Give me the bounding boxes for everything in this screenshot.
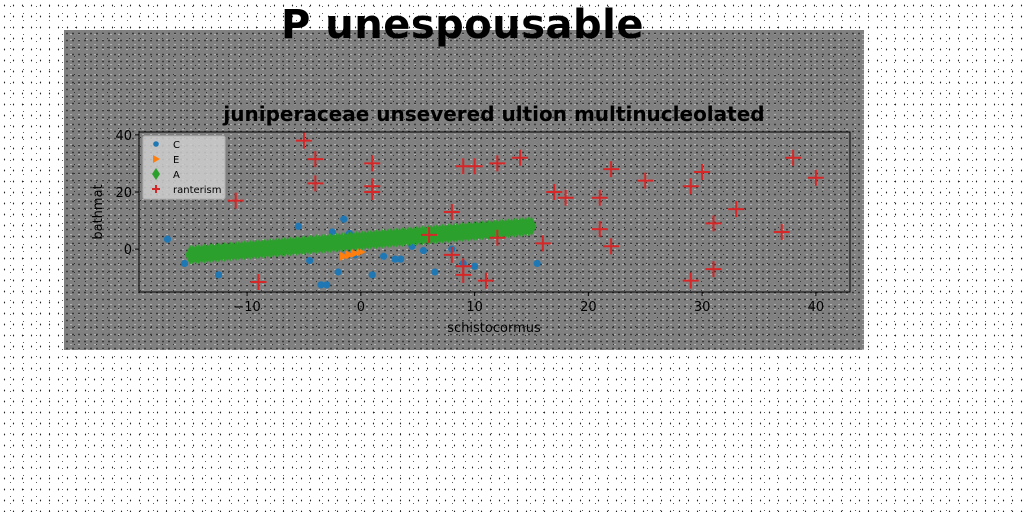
data-point-e	[345, 250, 355, 260]
data-point-c	[334, 268, 342, 276]
data-point-c	[391, 255, 399, 263]
data-point-a	[526, 216, 537, 237]
series-c	[163, 215, 541, 289]
data-point-ranterism	[546, 184, 563, 200]
data-point-c	[294, 222, 302, 230]
data-point-ranterism	[364, 155, 381, 172]
y-axis-label: bathmat	[91, 184, 106, 239]
legend-marker-a	[152, 168, 160, 180]
chart-title: juniperaceae unsevered ultion multinucle…	[222, 102, 764, 126]
data-point-c	[306, 256, 314, 265]
data-point-ranterism	[682, 178, 699, 195]
data-point-ranterism	[227, 192, 244, 209]
legend-label-e: E	[173, 155, 179, 166]
data-point-ranterism	[421, 226, 438, 243]
data-point-ranterism	[307, 175, 324, 192]
data-point-ranterism	[603, 238, 620, 255]
data-point-e	[339, 251, 349, 261]
data-point-ranterism	[637, 172, 654, 189]
data-point-ranterism	[807, 169, 824, 186]
data-point-c	[317, 281, 325, 289]
series-ranterism	[227, 132, 824, 290]
data-point-c	[431, 268, 439, 276]
data-point-ranterism	[489, 229, 506, 246]
x-axis-ticks: −10 0 10 20 30 40	[233, 292, 824, 315]
data-point-c	[397, 255, 405, 263]
data-point-ranterism	[591, 221, 608, 238]
legend-label-c: C	[173, 140, 180, 151]
legend-label-a: A	[173, 170, 180, 181]
x-tick-label: 10	[466, 300, 483, 315]
data-point-ranterism	[364, 184, 381, 200]
data-point-ranterism	[557, 189, 574, 206]
data-point-c	[323, 281, 331, 289]
y-tick-label: 20	[115, 186, 132, 201]
y-tick-label: 40	[115, 129, 132, 144]
data-point-c	[470, 262, 479, 270]
data-point-c	[163, 235, 172, 243]
series-a	[185, 216, 537, 265]
data-point-ranterism	[512, 149, 529, 166]
data-point-ranterism	[682, 272, 699, 289]
data-point-c	[379, 252, 388, 260]
y-tick-label: 0	[124, 243, 132, 258]
legend-box	[142, 135, 226, 200]
data-point-ranterism	[705, 215, 722, 232]
data-point-ranterism	[307, 151, 324, 168]
legend-marker-e	[153, 155, 160, 163]
data-point-c	[328, 228, 336, 236]
figure-suptitle: P unespousable	[281, 2, 644, 48]
data-point-c	[215, 271, 223, 279]
data-point-ranterism	[534, 235, 551, 252]
data-point-ranterism	[443, 246, 460, 263]
data-point-ranterism	[477, 272, 494, 289]
plot-area-frame	[138, 131, 851, 293]
data-point-ranterism	[489, 155, 506, 172]
y-axis-ticks: 0 20 40	[115, 129, 139, 258]
data-point-ranterism	[455, 266, 472, 283]
data-point-c	[533, 259, 541, 268]
chart-marks	[163, 132, 824, 290]
x-tick-label: 0	[357, 300, 365, 315]
data-point-ranterism	[250, 274, 267, 290]
x-tick-label: 40	[808, 300, 825, 315]
series-e	[339, 247, 366, 261]
data-point-c	[368, 271, 376, 279]
figure-canvas	[64, 30, 864, 350]
data-point-ranterism	[694, 164, 711, 180]
data-point-ranterism	[443, 204, 460, 220]
x-tick-label: 30	[694, 300, 711, 315]
data-point-ranterism	[603, 161, 620, 178]
x-tick-label: 20	[580, 300, 597, 315]
data-point-c	[419, 246, 427, 255]
data-point-ranterism	[728, 201, 745, 218]
data-point-ranterism	[295, 132, 312, 149]
data-point-ranterism	[785, 149, 802, 166]
x-axis-label: schistocormus	[447, 321, 541, 336]
legend-marker-ranterism	[152, 185, 160, 193]
data-point-ranterism	[466, 158, 483, 175]
x-tick-label: −10	[233, 300, 260, 315]
data-point-ranterism	[773, 224, 790, 240]
data-point-ranterism	[591, 189, 608, 206]
legend-marker-c	[153, 141, 159, 147]
data-point-ranterism	[705, 261, 722, 278]
data-point-c	[180, 259, 189, 268]
data-point-c	[340, 215, 348, 223]
data-point-e	[351, 248, 361, 258]
legend-label-ranterism: ranterism	[173, 185, 222, 196]
